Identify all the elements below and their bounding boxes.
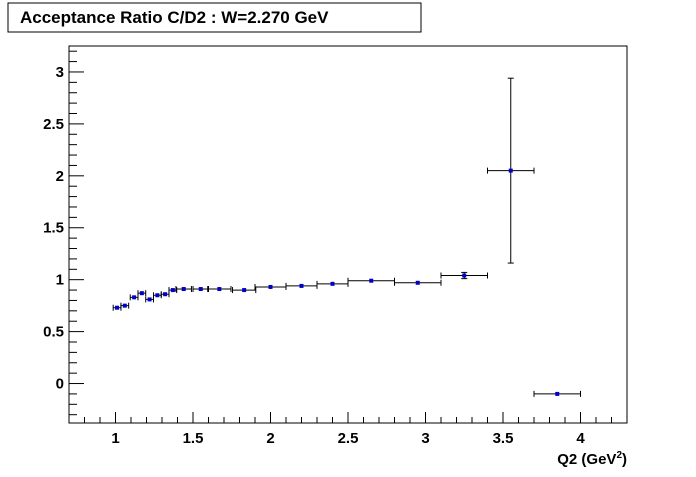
frame-layer bbox=[68, 45, 628, 424]
title-layer: Acceptance Ratio C/D2 : W=2.270 GeV bbox=[7, 2, 422, 33]
data-point bbox=[192, 286, 209, 293]
point-marker bbox=[369, 278, 374, 283]
point-marker bbox=[555, 391, 560, 396]
data-point bbox=[440, 271, 488, 280]
x-tick-label: 3 bbox=[421, 430, 429, 447]
point-marker bbox=[115, 305, 120, 310]
point-marker bbox=[163, 292, 168, 297]
y-tick-label: 0.5 bbox=[43, 324, 64, 341]
point-marker bbox=[181, 287, 186, 292]
y-tick-label: 1 bbox=[56, 272, 64, 289]
x-axis-label-sup: 2 bbox=[616, 450, 622, 461]
ticks-layer: 1 1.5 2 2.5 3 3.5 4 0 0.5 1 1.5 2 2.5 3 bbox=[43, 50, 628, 447]
y-tick-label: 3 bbox=[56, 64, 64, 81]
data-point bbox=[207, 286, 232, 293]
data-point bbox=[112, 304, 122, 311]
point-marker bbox=[170, 288, 175, 293]
chart-title: Acceptance Ratio C/D2 : W=2.270 GeV bbox=[20, 8, 329, 27]
point-marker bbox=[299, 283, 304, 288]
x-axis-label: Q2 (GeV2) bbox=[557, 450, 627, 468]
data-point bbox=[175, 286, 192, 293]
data-point bbox=[129, 294, 139, 301]
data-point bbox=[160, 291, 170, 298]
point-marker bbox=[268, 284, 273, 289]
point-marker bbox=[155, 293, 160, 298]
data-point bbox=[232, 287, 257, 294]
data-point bbox=[316, 280, 349, 287]
y-tick-label: 2.5 bbox=[43, 116, 64, 133]
point-marker bbox=[147, 297, 152, 302]
y-tick-label: 2 bbox=[56, 168, 64, 185]
data-point bbox=[152, 292, 162, 299]
point-marker bbox=[508, 168, 513, 173]
point-marker bbox=[242, 288, 247, 293]
xlabel-layer: Q2 (GeV2) bbox=[557, 450, 627, 468]
data-point bbox=[145, 296, 154, 303]
point-marker bbox=[462, 273, 467, 278]
y-tick-label: 0 bbox=[56, 376, 64, 393]
point-marker bbox=[415, 280, 420, 285]
data-point bbox=[137, 290, 147, 297]
y-tick-label: 1.5 bbox=[43, 220, 64, 237]
x-axis-label-close: ) bbox=[622, 451, 627, 468]
x-tick-label: 2.5 bbox=[338, 430, 359, 447]
plot-frame bbox=[68, 45, 628, 424]
data-point bbox=[120, 302, 130, 309]
point-marker bbox=[330, 281, 335, 286]
title-box bbox=[7, 2, 422, 33]
x-tick-label: 4 bbox=[576, 430, 585, 447]
point-marker bbox=[122, 303, 127, 308]
point-marker bbox=[132, 295, 137, 300]
data-point bbox=[254, 283, 287, 290]
x-tick-label: 1 bbox=[111, 430, 119, 447]
point-marker bbox=[198, 287, 203, 292]
point-marker bbox=[139, 291, 144, 296]
data-point bbox=[487, 77, 535, 264]
data-point bbox=[533, 390, 581, 397]
x-axis-label-base: Q2 (GeV bbox=[557, 451, 616, 468]
x-tick-label: 2 bbox=[266, 430, 274, 447]
data-point bbox=[347, 277, 395, 284]
points-layer bbox=[112, 77, 581, 397]
point-marker bbox=[217, 287, 222, 292]
data-point bbox=[285, 282, 318, 289]
x-tick-label: 3.5 bbox=[493, 430, 514, 447]
data-point bbox=[394, 279, 442, 286]
data-point bbox=[168, 287, 178, 294]
x-tick-label: 1.5 bbox=[183, 430, 204, 447]
